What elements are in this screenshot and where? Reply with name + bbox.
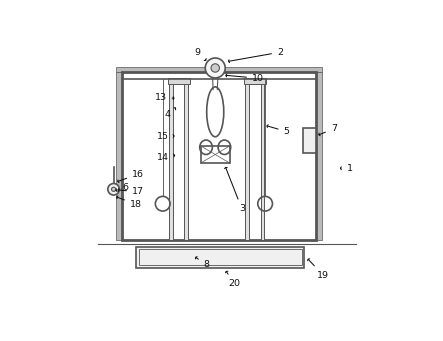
Text: 9: 9 [195,48,206,61]
Text: 16: 16 [118,169,144,182]
Text: 7: 7 [319,124,337,136]
Circle shape [205,58,225,78]
Bar [116,72,122,240]
Bar [139,249,303,265]
Bar [169,79,173,240]
Bar [136,247,304,268]
Bar [201,146,229,163]
Text: 13: 13 [155,93,174,102]
Circle shape [112,187,116,191]
Bar [316,72,322,240]
Text: 5: 5 [267,125,289,136]
Text: 6: 6 [116,183,128,192]
Text: 18: 18 [117,196,142,209]
Circle shape [211,64,219,72]
Bar [122,72,316,240]
Bar [244,78,266,84]
Bar [245,79,249,240]
Text: 2: 2 [229,48,283,63]
Bar [260,79,264,240]
Bar [116,66,322,72]
Text: 20: 20 [225,271,241,288]
Text: 10: 10 [226,74,264,83]
Bar [168,78,190,84]
Text: 17: 17 [118,188,144,196]
Text: 3: 3 [225,167,245,213]
Text: 1: 1 [341,164,353,173]
Circle shape [108,183,119,195]
Text: 8: 8 [195,256,210,269]
Text: 14: 14 [157,153,175,162]
Text: 15: 15 [157,132,174,141]
Bar [184,79,188,240]
Text: 19: 19 [307,259,329,280]
Bar [303,128,316,152]
Text: 4: 4 [165,108,176,119]
